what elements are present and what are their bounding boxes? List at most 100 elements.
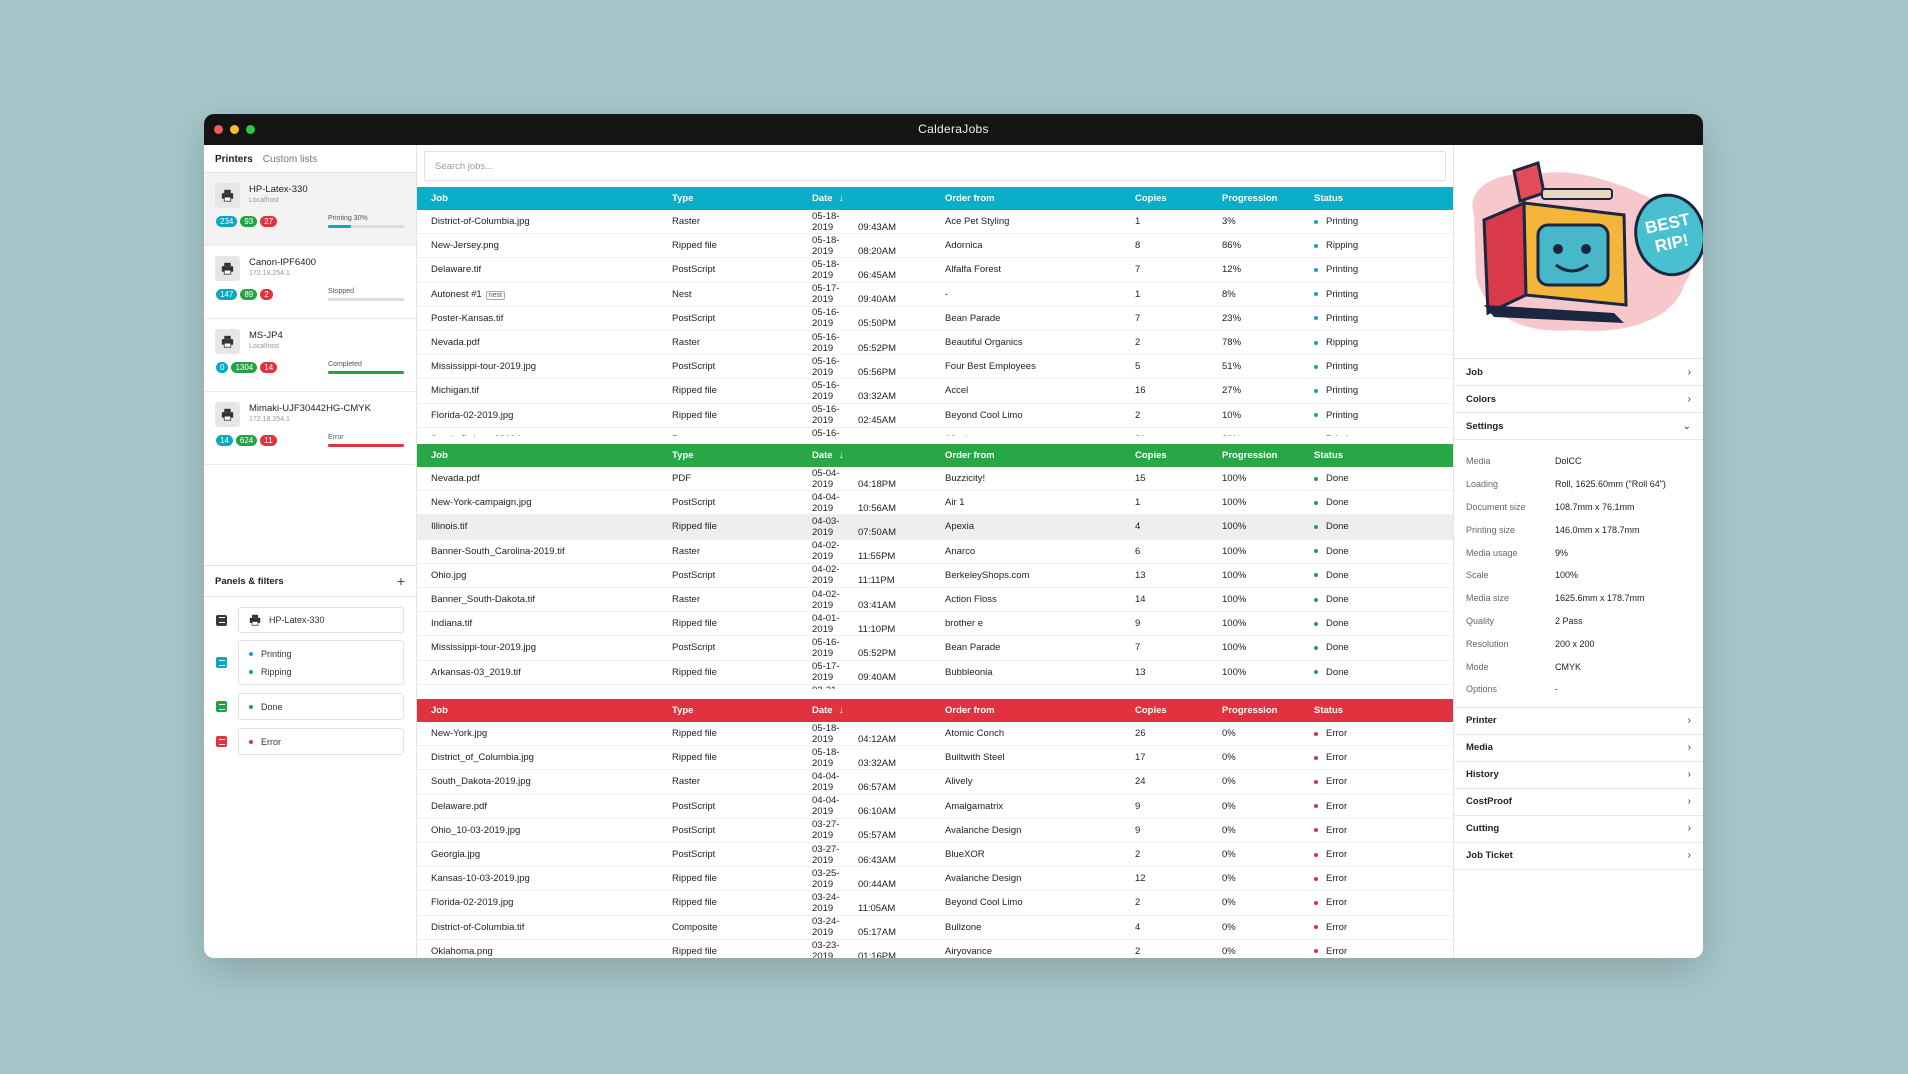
column-header-order[interactable]: Order from <box>945 705 1135 716</box>
table-row[interactable]: Oklahoma.png Ripped file 03-23-2019 01:16PM… <box>417 940 1453 958</box>
filter-error-box[interactable]: Error <box>238 728 404 755</box>
column-header-status[interactable]: Status <box>1314 193 1453 204</box>
table-row[interactable]: Georgia.jpg PostScript 03-27-2019 06:43AM Bl… <box>417 843 1453 868</box>
table-row[interactable]: South_Dakota-2019.jpg Raster 04-04-2019 06:… <box>417 770 1453 795</box>
section-job[interactable]: Job › <box>1454 359 1703 386</box>
table-row[interactable]: Mississippi-tour-2019.jpg PostScript 05-16… <box>417 355 1453 380</box>
section-printer[interactable]: Printer › <box>1454 708 1703 735</box>
column-header-job[interactable]: Job <box>417 193 672 204</box>
table-row[interactable]: Delaware.pdf PostScript 04-04-2019 06:10AM A… <box>417 795 1453 819</box>
section-cutting[interactable]: Cutting › <box>1454 816 1703 843</box>
maximize-window-button[interactable] <box>246 125 255 134</box>
printer-item[interactable]: Canon-IPF6400 172.18.254.1 147 89 2 Stopped <box>204 246 416 319</box>
column-header-type[interactable]: Type <box>672 705 812 716</box>
table-row[interactable]: Arkansas-03_2019.tif Ripped file 05-17-201… <box>417 661 1453 685</box>
table-row[interactable]: Banner_South-Dakota.tif Raster 04-02-2019 0… <box>417 588 1453 613</box>
setting-row: Media DolCC <box>1454 450 1703 473</box>
column-header-progression[interactable]: Progression <box>1222 193 1314 204</box>
filter-done-box[interactable]: Done <box>238 693 404 720</box>
tab-printers[interactable]: Printers <box>215 154 253 165</box>
printer-item[interactable]: Mimaki-UJF30442HG-CMYK 172.18.254.1 14 624 1… <box>204 392 416 465</box>
table-row[interactable]: South_Dakota-2019.jpg Raster05-16-201901:… <box>417 428 1453 436</box>
column-header-date[interactable]: Date ↓ <box>812 450 945 461</box>
filter-printer-box[interactable]: HP-Latex-330 <box>238 607 404 633</box>
table-row[interactable]: Ohio.jpg PostScript 04-02-2019 11:11PM Berke… <box>417 564 1453 588</box>
table-row[interactable]: District_of_Columbia.jpg Ripped file 05-18… <box>417 746 1453 771</box>
column-header-status[interactable]: Status <box>1314 450 1453 461</box>
table-row[interactable]: New-Jersey.png Ripped file 05-18-2019 08:20… <box>417 234 1453 259</box>
column-header-job[interactable]: Job <box>417 450 672 461</box>
section-history[interactable]: History › <box>1454 762 1703 789</box>
filter-active-box[interactable]: Printing Ripping <box>238 640 404 685</box>
order-cell: Buzzicity! <box>945 473 986 485</box>
column-header-date[interactable]: Date ↓ <box>812 705 945 716</box>
filter-active[interactable]: Printing Ripping <box>216 640 404 685</box>
table-row[interactable]: District-of-Columbia.jpg Raster 05-18-2019… <box>417 210 1453 235</box>
search-input[interactable] <box>424 151 1446 181</box>
table-row[interactable]: Florida-02-2019.jpg Ripped file 05-16-2019… <box>417 404 1453 428</box>
table-row[interactable]: Poster-Kansas.tif PostScript 05-16-2019 05:… <box>417 307 1453 331</box>
status-label: Done <box>1326 594 1349 606</box>
table-row[interactable]: Autonest #1 nest Nest 05-17-2019 09:40AM -1 8%… <box>417 283 1453 307</box>
table-row[interactable]: Michigan.tif Ripped file 05-16-2019 03:32AM… <box>417 379 1453 404</box>
sort-arrow-icon[interactable]: ↓ <box>838 705 844 716</box>
column-header-copies[interactable]: Copies <box>1135 450 1222 461</box>
panel-toggle-icon[interactable] <box>216 657 227 668</box>
column-header-job[interactable]: Job <box>417 705 672 716</box>
table-row[interactable]: Mississippi-tour-2019.jpg PostScript 05-16… <box>417 636 1453 661</box>
close-window-button[interactable] <box>214 125 223 134</box>
column-header-type[interactable]: Type <box>672 450 812 461</box>
column-header-order[interactable]: Order from <box>945 193 1135 204</box>
table-row[interactable]: New-York.jpg Ripped file 05-18-2019 04:12AM… <box>417 722 1453 747</box>
column-header-date[interactable]: Date ↓ <box>812 193 945 204</box>
section-colors[interactable]: Colors › <box>1454 386 1703 413</box>
printer-icon <box>215 183 240 208</box>
column-header-status[interactable]: Status <box>1314 705 1453 716</box>
table-row[interactable]: Kansas-10-03-2019.jpg Ripped file 03-25-20… <box>417 867 1453 892</box>
filter-printer[interactable]: HP-Latex-330 <box>216 607 404 633</box>
column-header-copies[interactable]: Copies <box>1135 193 1222 204</box>
minimize-window-button[interactable] <box>230 125 239 134</box>
filter-error[interactable]: Error <box>216 728 404 755</box>
progression-cell: 3% <box>1222 216 1236 228</box>
status-dot-icon <box>1314 476 1318 481</box>
column-header-type[interactable]: Type <box>672 193 812 204</box>
printer-progress-bar <box>328 225 404 228</box>
setting-key: Media usage <box>1466 547 1518 558</box>
table-row[interactable]: New-York-campaign.jpg PostScript 04-04-201… <box>417 491 1453 516</box>
filter-done[interactable]: Done <box>216 693 404 720</box>
printer-item[interactable]: HP-Latex-330 Localhost 234 93 27 Printing 30% <box>204 173 416 246</box>
panel-toggle-icon[interactable] <box>216 614 227 626</box>
column-header-copies[interactable]: Copies <box>1135 705 1222 716</box>
table-row[interactable]: Ohio_10-03-2019.jpg PostScript 03-27-2019 0… <box>417 819 1453 843</box>
section-costproof[interactable]: CostProof › <box>1454 789 1703 816</box>
progression-cell: 78% <box>1222 337 1242 349</box>
table-row[interactable]: Nevada.pdf Raster 05-16-2019 05:52PM Beautif… <box>417 331 1453 356</box>
section-job-ticket[interactable]: Job Ticket › <box>1454 843 1703 870</box>
section-media[interactable]: Media › <box>1454 735 1703 762</box>
status-label: Error <box>1326 849 1348 861</box>
progression-cell: 0% <box>1222 945 1236 957</box>
panel-toggle-icon[interactable] <box>216 736 227 747</box>
table-row[interactable]: Delaware.tif PostScript 05-18-2019 06:45AM A… <box>417 258 1453 283</box>
table-row[interactable]: District-of-Columbia.tif Composite 03-24-2… <box>417 916 1453 940</box>
panel-toggle-icon[interactable] <box>216 701 227 712</box>
table-row[interactable]: Nevada.pdf PDF 05-04-2019 04:18PM Buzzicity!… <box>417 467 1453 492</box>
status-dot-icon <box>1314 900 1318 905</box>
type-cell: Ripped file <box>672 897 717 909</box>
tab-custom-lists[interactable]: Custom lists <box>262 154 318 165</box>
sort-arrow-icon[interactable]: ↓ <box>838 450 844 461</box>
table-row[interactable]: Indiana.tif Ripped file 04-01-2019 11:10PM b… <box>417 612 1453 637</box>
column-header-progression[interactable]: Progression <box>1222 705 1314 716</box>
sort-arrow-icon[interactable]: ↓ <box>838 193 844 204</box>
table-row[interactable]: Florida-02-2019.jpg Ripped file 03-24-2019… <box>417 891 1453 916</box>
section-settings[interactable]: Settings ⌄ <box>1454 413 1703 440</box>
table-row[interactable]: Banner-South_Carolina-2019.tif Raster 04-0… <box>417 540 1453 564</box>
column-header-order[interactable]: Order from <box>945 450 1135 461</box>
printer-item[interactable]: MS-JP4 Localhost 0 1304 14 Completed <box>204 319 416 392</box>
progression-cell: 0% <box>1222 776 1236 788</box>
table-row[interactable]: Illinois.tif Ripped file 04-03-2019 07:50AM… <box>417 515 1453 540</box>
column-header-progression[interactable]: Progression <box>1222 450 1314 461</box>
add-panel-button[interactable]: + <box>396 573 405 589</box>
